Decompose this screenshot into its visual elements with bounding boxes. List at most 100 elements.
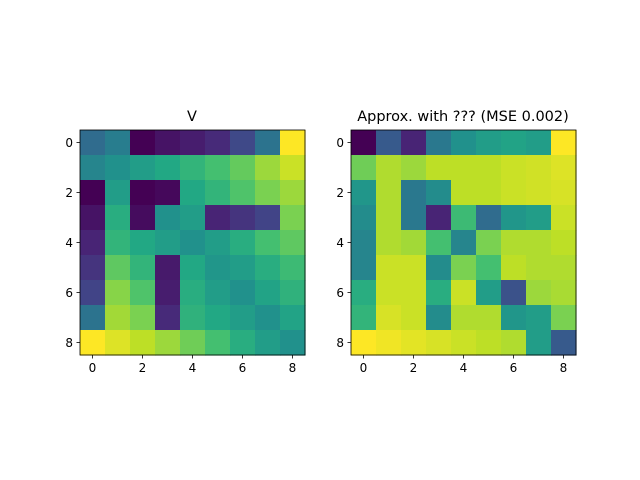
x-tick-label: 8 [289,361,297,375]
heatmap-cell [155,230,181,256]
heatmap-cell [401,280,427,306]
heatmap-cell [255,280,281,306]
heatmap-cell [401,330,427,356]
heatmap-cell [80,155,106,181]
x-tick-label: 4 [189,361,197,375]
heatmap-cell [180,155,206,181]
y-tick-label: 4 [336,236,344,250]
heatmap-cell [130,180,156,206]
y-tick-label: 2 [336,186,344,200]
heatmap-cell [155,180,181,206]
heatmap-cell [501,280,527,306]
heatmap-cell [280,180,306,206]
heatmap-cell [476,155,502,181]
heatmap-cell [130,205,156,231]
heatmap-cell [426,305,452,331]
heatmap-cells [351,130,577,356]
x-tick-label: 4 [460,361,468,375]
heatmap-cell [205,205,231,231]
heatmap-cell [180,330,206,356]
heatmap-cell [205,130,231,156]
heatmap-cell [80,130,106,156]
heatmap-cell [551,155,577,181]
x-tick-label: 2 [410,361,418,375]
heatmap-cell [401,230,427,256]
heatmap-cell [351,255,377,281]
heatmap-cell [401,180,427,206]
y-tick-label: 4 [65,236,73,250]
heatmap-cell [401,255,427,281]
heatmap-cell [180,280,206,306]
heatmap-cell [526,180,552,206]
x-tick-label: 8 [560,361,568,375]
heatmap-cell [501,330,527,356]
heatmap-cell [351,180,377,206]
heatmap-cell [351,330,377,356]
heatmap-cell [230,280,256,306]
heatmap-cell [205,305,231,331]
x-tick-label: 6 [239,361,247,375]
heatmap-cell [105,130,131,156]
heatmap-cell [351,155,377,181]
heatmap-cell [280,205,306,231]
heatmap-cell [526,230,552,256]
heatmap-cell [551,230,577,256]
x-tick-label: 0 [360,361,368,375]
heatmap-cell [551,180,577,206]
heatmap-cell [426,230,452,256]
heatmap-cell [130,330,156,356]
heatmap-cell [205,330,231,356]
heatmap-panel-original: V 0 2 4 6 8 0 2 4 6 8 [65,109,306,375]
heatmap-cell [451,130,477,156]
heatmap-cell [476,180,502,206]
heatmap-cell [476,280,502,306]
x-tick-label: 0 [89,361,97,375]
heatmap-cell [376,305,402,331]
heatmap-cell [155,205,181,231]
heatmap-cell [376,330,402,356]
heatmap-cell [526,330,552,356]
heatmap-cell [255,180,281,206]
heatmap-cell [105,180,131,206]
heatmap-cell [205,280,231,306]
heatmap-cell [280,305,306,331]
heatmap-cell [426,255,452,281]
x-tick-label: 2 [139,361,147,375]
heatmap-cell [526,255,552,281]
heatmap-cell [351,280,377,306]
heatmap-cell [80,305,106,331]
heatmap-cell [451,180,477,206]
heatmap-cell [230,180,256,206]
heatmap-cell [376,280,402,306]
heatmap-cell [255,155,281,181]
heatmap-cell [501,230,527,256]
heatmap-cell [551,280,577,306]
heatmap-cell [501,255,527,281]
heatmap-cell [376,255,402,281]
heatmap-cell [230,205,256,231]
heatmap-cell [280,130,306,156]
heatmap-cell [526,205,552,231]
heatmap-cell [351,305,377,331]
panel-title: Approx. with ??? (MSE 0.002) [357,109,569,125]
heatmap-cell [105,305,131,331]
heatmap-cell [501,305,527,331]
heatmap-cell [130,230,156,256]
heatmap-cell [426,330,452,356]
heatmap-cell [155,280,181,306]
heatmap-cell [476,230,502,256]
y-tick-label: 0 [336,136,344,150]
heatmap-cell [476,255,502,281]
heatmap-cell [401,205,427,231]
heatmap-cell [501,180,527,206]
heatmap-cell [401,305,427,331]
heatmap-cell [476,330,502,356]
heatmap-cell [255,330,281,356]
heatmap-cell [451,330,477,356]
heatmap-cell [130,280,156,306]
heatmap-cell [551,205,577,231]
heatmap-cell [351,230,377,256]
heatmap-cell [451,230,477,256]
heatmap-panel-approx: Approx. with ??? (MSE 0.002) 0 2 4 6 8 0 2 4 6 8 [336,109,577,375]
